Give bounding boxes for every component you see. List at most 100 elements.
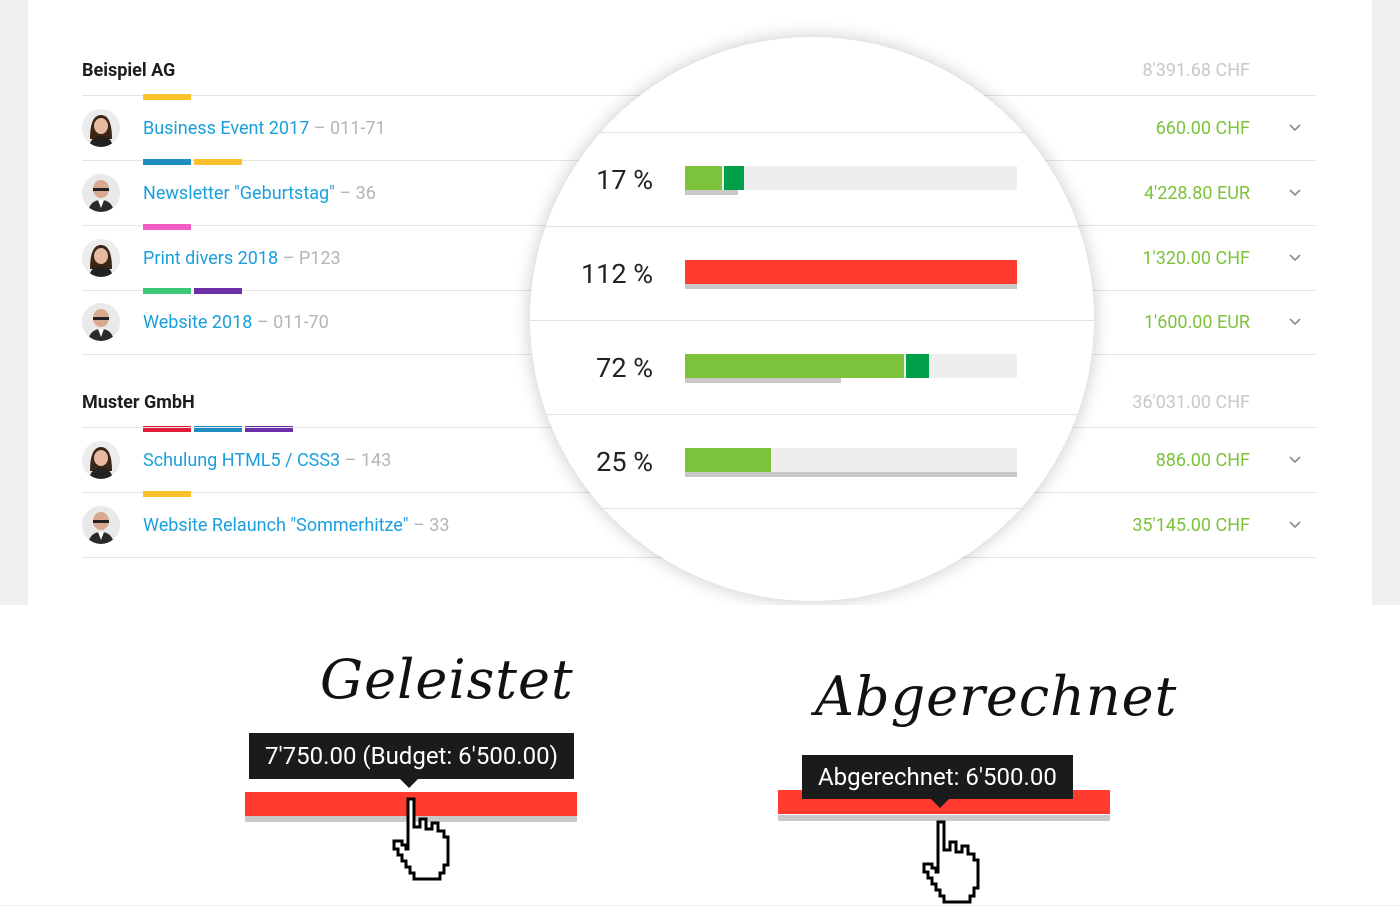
project-title[interactable]: Website 2018 – 011-70 [143, 312, 329, 333]
project-tag [194, 159, 242, 165]
group-name: Beispiel AG [82, 60, 176, 81]
tooltip-text: Abgerechnet: 6'500.00 [818, 763, 1057, 791]
project-title[interactable]: Newsletter "Geburtstag" – 36 [143, 183, 376, 204]
divider [530, 226, 1094, 227]
separator: – [309, 118, 330, 139]
project-tags [143, 224, 194, 230]
progress-underline [685, 378, 841, 383]
divider [530, 508, 1094, 509]
project-tag [194, 426, 242, 432]
separator: – [408, 515, 430, 536]
group-total: 36'031.00 CHF [1132, 392, 1250, 413]
hand-cursor-icon [392, 797, 450, 881]
progress-underline [685, 190, 738, 195]
project-amount: 35'145.00 CHF [1132, 515, 1250, 536]
illustration-area [0, 605, 1400, 905]
progress-fill-billed [906, 354, 929, 378]
separator: – [278, 248, 299, 269]
project-code: 36 [355, 183, 376, 204]
project-tag [143, 159, 191, 165]
project-tags [143, 426, 296, 432]
project-row[interactable]: Schulung HTML5 / CSS3 – 143 886.00 CHF [82, 426, 1316, 492]
chevron-down-icon[interactable] [1288, 519, 1302, 531]
project-row[interactable]: Newsletter "Geburtstag" – 36 4'228.80 EUR [82, 159, 1316, 225]
chevron-down-icon[interactable] [1288, 316, 1302, 328]
avatar [82, 109, 120, 147]
project-title[interactable]: Schulung HTML5 / CSS3 – 143 [143, 450, 391, 471]
progress-row: 25 % [530, 415, 1094, 509]
project-name-link[interactable]: Business Event 2017 [143, 118, 310, 139]
project-amount: 886.00 CHF [1155, 450, 1250, 471]
tooltip-arrow [930, 798, 950, 808]
chevron-down-icon[interactable] [1288, 252, 1302, 264]
progress-bar[interactable] [685, 354, 1017, 378]
avatar [82, 441, 120, 479]
progress-fill-billed [724, 166, 744, 190]
magnifier-lens: 17 % 112 % 72 % 25 % [530, 37, 1094, 601]
project-code: P123 [298, 248, 341, 269]
progress-percent: 25 % [596, 446, 653, 478]
group-total: 8'391.68 CHF [1142, 60, 1250, 81]
group-header: Muster GmbH 36'031.00 CHF [82, 382, 1316, 422]
chevron-down-icon[interactable] [1288, 122, 1302, 134]
progress-percent: 112 % [581, 258, 653, 290]
project-row[interactable]: Website 2018 – 011-70 1'600.00 EUR [82, 288, 1316, 354]
avatar [82, 303, 120, 341]
project-amount: 1'320.00 CHF [1142, 248, 1250, 269]
separator: – [252, 312, 274, 333]
chevron-down-icon[interactable] [1288, 454, 1302, 466]
progress-bar[interactable] [685, 260, 1017, 284]
project-name-link[interactable]: Newsletter "Geburtstag" [143, 183, 335, 204]
progress-fill [685, 260, 1017, 284]
project-name-link[interactable]: Website Relaunch "Sommerhitze" [143, 515, 409, 536]
progress-bar[interactable] [685, 166, 1017, 190]
avatar [82, 239, 120, 277]
billed-tooltip: Abgerechnet: 6'500.00 [802, 755, 1073, 808]
project-name-link[interactable]: Website 2018 [143, 312, 253, 333]
divider [530, 320, 1094, 321]
project-row[interactable]: Business Event 2017 – 011-71 660.00 CHF [82, 94, 1316, 160]
progress-fill [685, 166, 722, 190]
project-tag [245, 426, 293, 432]
project-tags [143, 159, 245, 165]
project-title[interactable]: Print divers 2018 – P123 [143, 248, 341, 269]
project-code: 011-70 [273, 312, 329, 333]
progress-percent: 17 % [596, 164, 653, 196]
project-tag [194, 288, 242, 294]
project-name-link[interactable]: Print divers 2018 [143, 248, 279, 269]
progress-row: 17 % [530, 133, 1094, 227]
project-name-link[interactable]: Schulung HTML5 / CSS3 [143, 450, 341, 471]
hand-cursor-icon [922, 820, 980, 904]
progress-row: 72 % [530, 321, 1094, 415]
progress-underline [685, 284, 1017, 289]
group-header: Beispiel AG 8'391.68 CHF [82, 50, 1316, 90]
progress-bar-underline [778, 815, 1110, 821]
budget-tooltip: 7'750.00 (Budget: 6'500.00) [249, 733, 574, 788]
progress-underline [685, 472, 1017, 477]
project-title[interactable]: Business Event 2017 – 011-71 [143, 118, 386, 139]
avatar [82, 174, 120, 212]
project-tag [143, 426, 191, 432]
project-row[interactable]: Print divers 2018 – P123 1'320.00 CHF [82, 224, 1316, 290]
project-amount: 1'600.00 EUR [1143, 312, 1250, 333]
separator: – [340, 450, 361, 471]
project-amount: 660.00 CHF [1155, 118, 1250, 139]
handwritten-label-abgerechnet: Abgerechnet [815, 665, 1178, 728]
project-amount: 4'228.80 EUR [1143, 183, 1250, 204]
progress-fill [685, 448, 771, 472]
tooltip-arrow [399, 778, 419, 788]
project-tags [143, 491, 194, 497]
project-row[interactable]: Website Relaunch "Sommerhitze" – 33 35'14… [82, 491, 1316, 557]
project-tags [143, 288, 245, 294]
project-title[interactable]: Website Relaunch "Sommerhitze" – 33 [143, 515, 449, 536]
chevron-down-icon[interactable] [1288, 187, 1302, 199]
project-code: 33 [429, 515, 450, 536]
separator: – [334, 183, 356, 204]
project-tags [143, 94, 194, 100]
handwritten-label-geleistet: Geleistet [320, 648, 574, 711]
project-code: 143 [360, 450, 392, 471]
project-code: 011-71 [330, 118, 386, 139]
progress-fill [685, 354, 904, 378]
progress-bar[interactable] [685, 448, 1017, 472]
project-tag [143, 224, 191, 230]
